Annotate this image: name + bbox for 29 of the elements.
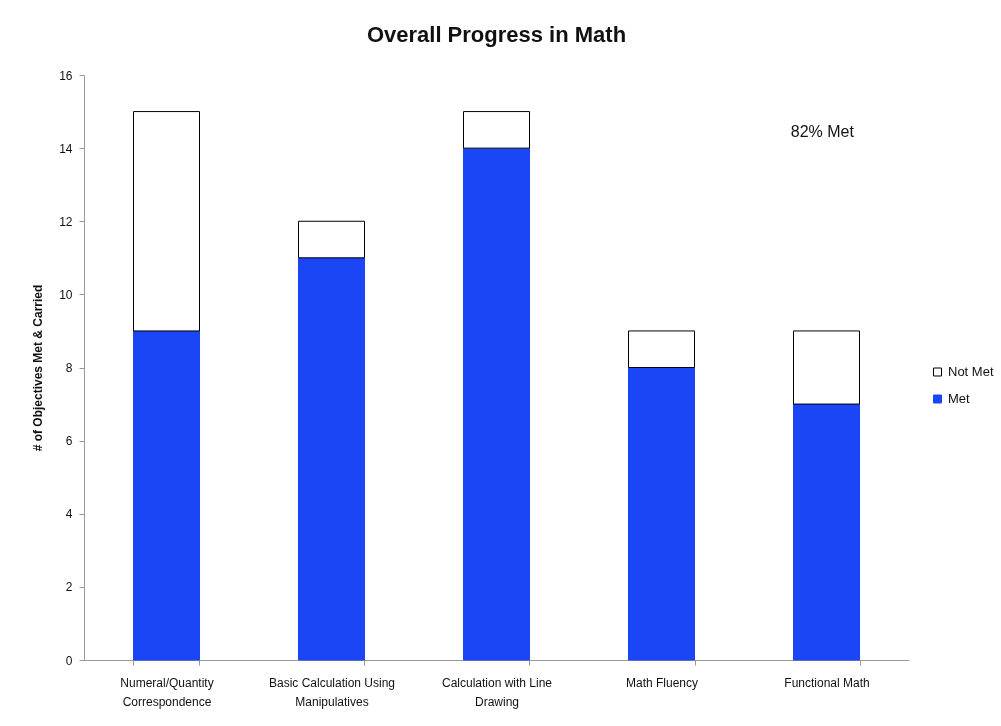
legend-label: Not Met	[948, 364, 994, 379]
x-tick-label: Calculation with Line Drawing	[441, 675, 553, 709]
bar	[628, 367, 695, 661]
bar	[298, 257, 365, 661]
bar	[298, 220, 365, 259]
bar	[793, 330, 860, 405]
x-tick-label: Numeral/Quantity Correspondence	[120, 675, 214, 709]
bar	[133, 111, 200, 332]
y-tick-label: 10	[59, 287, 73, 302]
bar	[463, 147, 530, 661]
y-tick-label: 2	[65, 580, 73, 595]
chart-title: Overall Progress in Math	[366, 22, 627, 47]
bar	[628, 330, 695, 368]
y-tick-label: 16	[59, 68, 73, 83]
y-tick-label: 4	[65, 507, 73, 522]
x-tick-label: Math Fluency	[625, 675, 699, 690]
y-tick-label: 8	[65, 361, 73, 375]
legend-label: Met	[948, 391, 971, 406]
y-tick-label: 0	[65, 653, 73, 668]
y-tick-label: 14	[59, 141, 73, 156]
bar	[133, 330, 200, 661]
x-tick-label: Basic Calculation Using Manipulatives	[268, 675, 396, 709]
bar	[793, 403, 860, 661]
x-tick-label: Functional Math	[784, 675, 870, 690]
y-axis-title: # of Objectives Met & Carried	[31, 284, 46, 452]
y-tick-label: 6	[65, 434, 73, 449]
y-tick-label: 12	[59, 214, 73, 229]
bar	[463, 111, 530, 149]
annotation: 82% Met	[790, 122, 855, 140]
